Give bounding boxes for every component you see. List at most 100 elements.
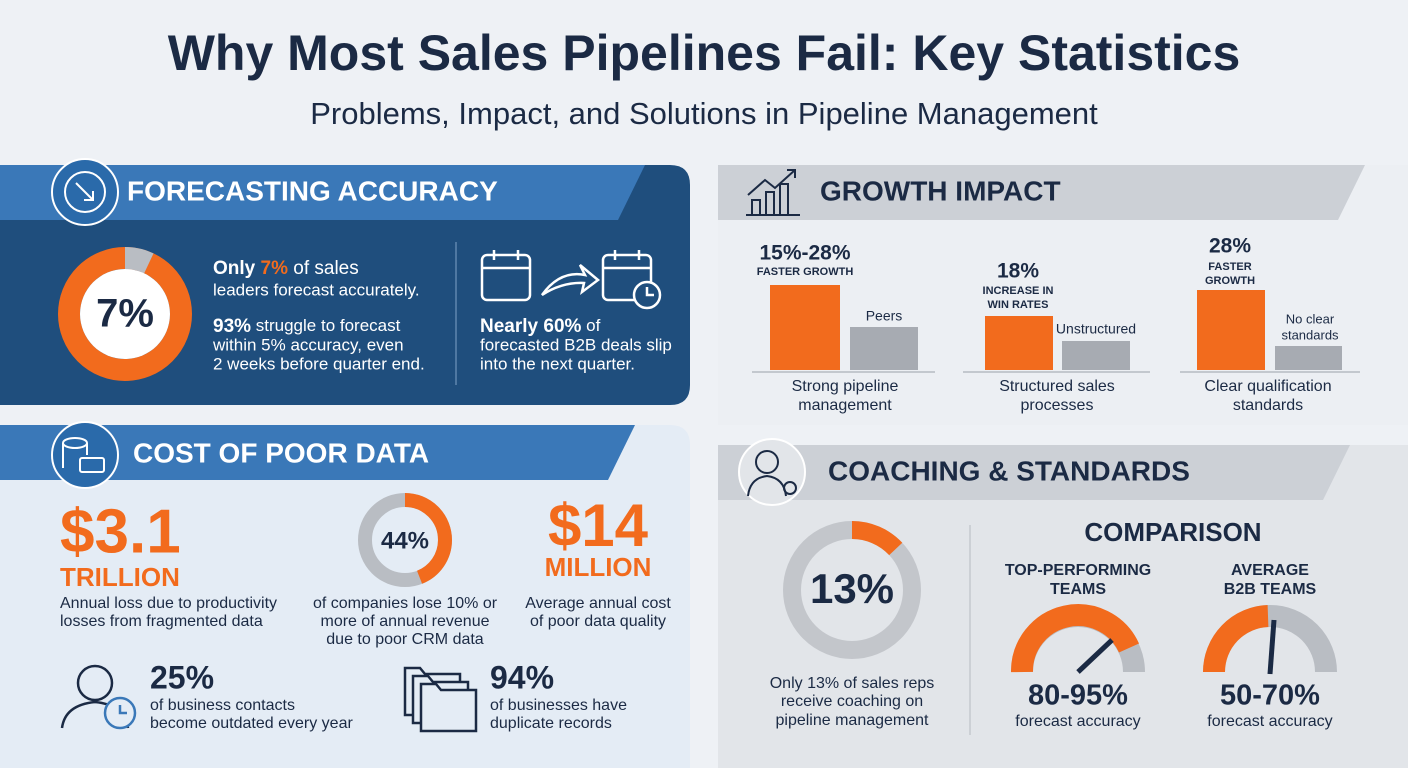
compare-label: Unstructured bbox=[1056, 321, 1136, 337]
compare-label: No clear bbox=[1286, 311, 1335, 326]
bar bbox=[770, 285, 840, 370]
donut-segment bbox=[358, 493, 452, 587]
bar-group: 28% FASTER GROWTH No clear standards Cle… bbox=[1180, 235, 1360, 414]
desc: receive coaching on bbox=[781, 693, 923, 710]
desc: of business contacts bbox=[150, 697, 295, 714]
desc: Average annual cost bbox=[525, 595, 671, 612]
big-number: $14 bbox=[548, 492, 649, 559]
stat-text: 2 weeks before quarter end. bbox=[213, 354, 425, 373]
donut-segment bbox=[783, 521, 921, 659]
icon bbox=[62, 437, 105, 473]
desc: of businesses have bbox=[490, 697, 627, 714]
header-band bbox=[718, 445, 1350, 500]
stat-highlight: Nearly 60% bbox=[480, 316, 582, 337]
group-label: Strong pipeline bbox=[792, 378, 899, 395]
donut: 13% bbox=[783, 521, 921, 659]
desc: Only 13% of sales reps bbox=[770, 675, 935, 692]
metric-value: 15%-28% bbox=[759, 242, 850, 265]
metric-label: FASTER bbox=[1208, 261, 1251, 273]
stat: Only 7% of sales bbox=[213, 258, 359, 279]
team-name: AVERAGE bbox=[1231, 562, 1309, 579]
growth-panel: GROWTH IMPACT 15%-28% FASTER GROWTH Peer… bbox=[718, 165, 1408, 425]
stat-text: forecasted B2B deals slip bbox=[480, 335, 672, 354]
icon bbox=[747, 450, 797, 497]
team-name: TEAMS bbox=[1050, 581, 1106, 598]
group-label: processes bbox=[1021, 397, 1094, 414]
gauge-value: 80-95% bbox=[1028, 680, 1128, 712]
desc: losses from fragmented data bbox=[60, 613, 263, 630]
gauge bbox=[1010, 604, 1337, 675]
forecasting-panel: FORECASTING ACCURACY 7% Only 7% of sales… bbox=[0, 158, 690, 405]
desc: of poor data quality bbox=[530, 613, 666, 630]
stat-text: struggle to forecast bbox=[256, 316, 401, 335]
donut-center bbox=[80, 269, 170, 359]
team-name: TOP-PERFORMING bbox=[1005, 562, 1151, 579]
person-icon bbox=[60, 664, 137, 730]
gauge-value: 50-70% bbox=[1220, 680, 1320, 712]
bar bbox=[850, 327, 918, 370]
stat: 93% struggle to forecast bbox=[213, 316, 401, 337]
metric-label: GROWTH bbox=[1205, 275, 1255, 287]
section-title: COACHING & STANDARDS bbox=[828, 455, 1190, 486]
panel-bg bbox=[0, 425, 690, 768]
team-name: B2B TEAMS bbox=[1224, 581, 1317, 598]
desc: due to poor CRM data bbox=[326, 631, 484, 648]
desc: pipeline management bbox=[776, 712, 930, 729]
bar bbox=[1062, 341, 1130, 370]
gauge-desc: forecast accuracy bbox=[1015, 713, 1140, 730]
group-label: Clear qualification bbox=[1204, 378, 1331, 395]
compare-label: standards bbox=[1281, 327, 1339, 342]
bar bbox=[1275, 346, 1342, 370]
donut: 44% bbox=[358, 493, 452, 587]
metric-label: FASTER GROWTH bbox=[757, 266, 854, 278]
stat-number: 94% bbox=[490, 659, 554, 695]
comparison-title: COMPARISON bbox=[1084, 517, 1261, 547]
desc: of companies lose 10% or bbox=[313, 595, 498, 612]
metric-label: INCREASE IN bbox=[983, 285, 1054, 297]
donut-segment bbox=[58, 247, 192, 381]
donut: 7% bbox=[58, 247, 192, 381]
bar-group: 18% INCREASE IN WIN RATES Unstructured S… bbox=[963, 260, 1150, 414]
metric-value: 28% bbox=[1209, 235, 1251, 258]
section-title: GROWTH IMPACT bbox=[820, 175, 1061, 206]
donut-label: 13% bbox=[810, 565, 894, 612]
section-title: FORECASTING ACCURACY bbox=[127, 175, 498, 206]
title: Why Most Sales Pipelines Fail: Key Stati… bbox=[168, 25, 1241, 81]
stat-text: of bbox=[586, 316, 600, 335]
icon bbox=[746, 169, 800, 216]
stat-highlight: 7% bbox=[261, 258, 289, 279]
calendar-icons bbox=[480, 250, 662, 310]
header-band bbox=[0, 165, 645, 220]
stat: Nearly 60% of bbox=[480, 316, 601, 337]
desc: duplicate records bbox=[490, 715, 612, 732]
group-label: standards bbox=[1233, 397, 1303, 414]
header-band bbox=[0, 425, 635, 480]
bar-group: 15%-28% FASTER GROWTH Peers Strong pipel… bbox=[752, 242, 935, 414]
gauge-desc: forecast accuracy bbox=[1207, 713, 1332, 730]
stat-text: into the next quarter. bbox=[480, 354, 635, 373]
unit: TRILLION bbox=[60, 562, 180, 592]
stat-text: Only bbox=[213, 258, 256, 279]
bar bbox=[1197, 290, 1265, 370]
header-band bbox=[718, 165, 1365, 220]
stat-text: within 5% accuracy, even bbox=[212, 335, 404, 354]
section-title: COST OF POOR DATA bbox=[133, 437, 429, 468]
unit: MILLION bbox=[545, 552, 652, 582]
big-number: $3.1 bbox=[60, 497, 181, 566]
desc: more of annual revenue bbox=[321, 613, 490, 630]
stat-highlight: 93% bbox=[213, 316, 251, 337]
coaching-panel: COACHING & STANDARDS 13% Only 13% of sal… bbox=[718, 438, 1408, 768]
cost-panel: COST OF POOR DATA $3.1 TRILLION Annual l… bbox=[0, 421, 690, 768]
stat-text: leaders forecast accurately. bbox=[213, 280, 420, 299]
subtitle: Problems, Impact, and Solutions in Pipel… bbox=[310, 96, 1098, 131]
desc: Annual loss due to productivity bbox=[60, 595, 277, 612]
group-label: Structured sales bbox=[999, 378, 1115, 395]
donut-label: 44% bbox=[381, 527, 429, 554]
compare-label: Peers bbox=[866, 308, 903, 324]
stat-number: 25% bbox=[150, 659, 214, 695]
bar bbox=[985, 316, 1053, 370]
folder-icon bbox=[403, 666, 478, 733]
icon bbox=[75, 182, 94, 201]
